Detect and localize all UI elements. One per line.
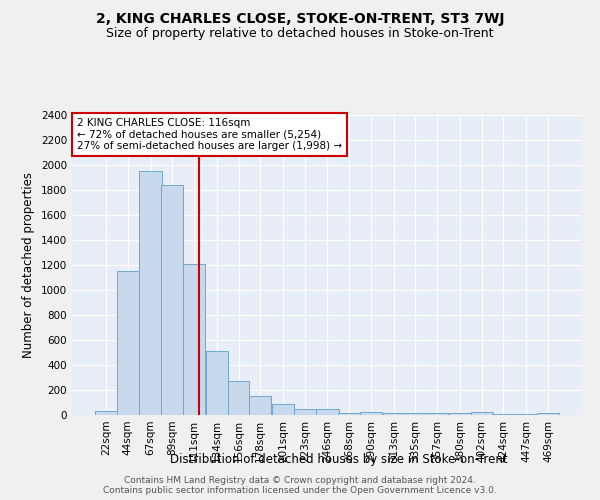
- Y-axis label: Number of detached properties: Number of detached properties: [22, 172, 35, 358]
- Bar: [493, 414, 515, 415]
- Text: 2, KING CHARLES CLOSE, STOKE-ON-TRENT, ST3 7WJ: 2, KING CHARLES CLOSE, STOKE-ON-TRENT, S…: [96, 12, 504, 26]
- Bar: [383, 412, 405, 415]
- Bar: [249, 396, 271, 415]
- Bar: [95, 411, 117, 415]
- Text: Contains HM Land Registry data © Crown copyright and database right 2024.
Contai: Contains HM Land Registry data © Crown c…: [103, 476, 497, 495]
- Bar: [404, 412, 427, 415]
- Bar: [360, 412, 382, 415]
- Bar: [206, 351, 228, 415]
- Text: Size of property relative to detached houses in Stoke-on-Trent: Size of property relative to detached ho…: [106, 28, 494, 40]
- Bar: [116, 271, 139, 415]
- Text: Distribution of detached houses by size in Stoke-on-Trent: Distribution of detached houses by size …: [170, 452, 508, 466]
- Bar: [316, 410, 338, 415]
- Bar: [183, 264, 205, 415]
- Bar: [227, 381, 250, 415]
- Bar: [449, 412, 471, 415]
- Text: 2 KING CHARLES CLOSE: 116sqm
← 72% of detached houses are smaller (5,254)
27% of: 2 KING CHARLES CLOSE: 116sqm ← 72% of de…: [77, 118, 342, 151]
- Bar: [139, 171, 161, 415]
- Bar: [515, 414, 538, 415]
- Bar: [537, 412, 559, 415]
- Bar: [426, 412, 448, 415]
- Bar: [471, 412, 493, 415]
- Bar: [161, 185, 183, 415]
- Bar: [338, 412, 360, 415]
- Bar: [293, 410, 316, 415]
- Bar: [272, 404, 294, 415]
